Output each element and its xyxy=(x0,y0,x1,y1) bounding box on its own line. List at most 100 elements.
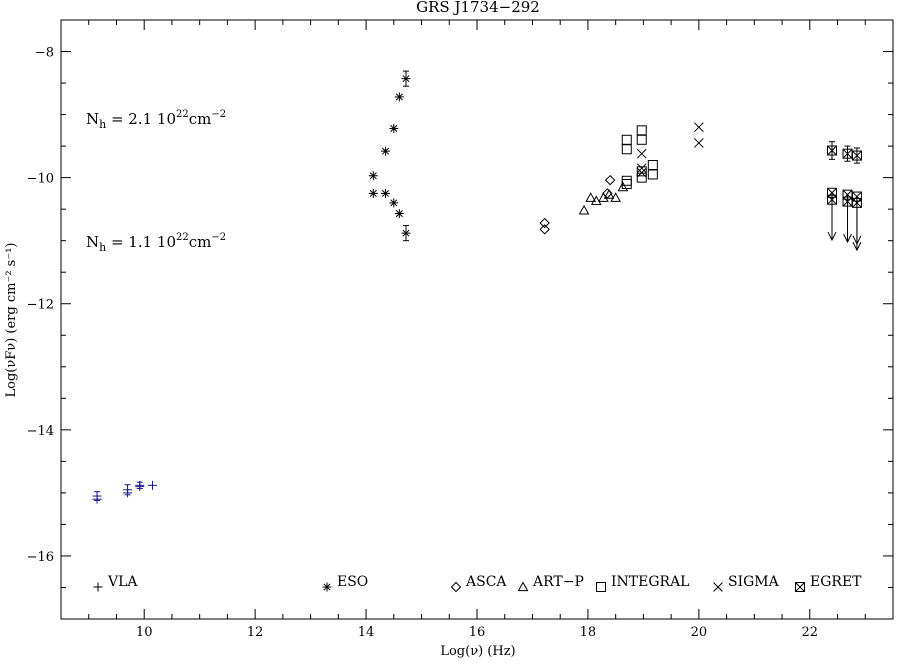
annotation-symbol: N xyxy=(86,110,99,128)
legend-label: ART−P xyxy=(532,574,584,590)
series-sigma xyxy=(636,122,704,178)
y-tick-label: −16 xyxy=(27,550,54,565)
data-point xyxy=(389,123,399,133)
data-point xyxy=(603,189,615,199)
data-point xyxy=(380,188,390,198)
y-tick-label: −10 xyxy=(27,172,54,187)
marker-cross xyxy=(713,582,723,592)
data-point xyxy=(621,178,632,189)
x-tick-label: 12 xyxy=(247,625,264,640)
series-integral xyxy=(621,125,658,189)
data-point xyxy=(647,169,658,180)
x-tick-label: 22 xyxy=(802,625,819,640)
legend-item: ESO xyxy=(322,574,368,592)
data-point xyxy=(636,134,647,145)
data-point xyxy=(394,92,404,102)
x-tick-label: 10 xyxy=(136,625,153,640)
x-axis-label: Log(ν) (Hz) xyxy=(440,644,515,659)
data-point xyxy=(368,171,378,181)
upper-limit-arrowhead xyxy=(827,231,837,242)
annotations: Nh = 2.1 1022cm−2Nh = 1.1 1022cm−2 xyxy=(86,109,226,254)
data-point xyxy=(647,160,658,171)
legend-item: SIGMA xyxy=(713,574,780,592)
legend-label: EGRET xyxy=(810,574,862,590)
data-point xyxy=(636,172,647,183)
legend: VLA ESO ASCA ART−P INTEGRAL SIGMA EGRET xyxy=(93,574,862,593)
legend-item: VLA xyxy=(93,574,138,592)
x-tick-label: 14 xyxy=(358,625,375,640)
series-vla xyxy=(92,480,158,504)
x-tick-label: 20 xyxy=(691,625,708,640)
data-point xyxy=(636,167,647,178)
marker-asterisk xyxy=(322,582,332,592)
annotation-exponent: 22 xyxy=(176,109,189,120)
data-point xyxy=(621,144,632,155)
marker-boxcross xyxy=(795,582,805,592)
data-point xyxy=(123,488,133,498)
legend-label: SIGMA xyxy=(728,574,780,590)
marker-plus xyxy=(93,582,103,592)
data-point xyxy=(368,188,378,198)
annotation-nh: Nh = 2.1 1022cm−2 xyxy=(86,109,226,131)
marker-diamond xyxy=(450,581,462,593)
data-points xyxy=(92,70,862,504)
annotation-nh: Nh = 1.1 1022cm−2 xyxy=(86,232,226,254)
upper-limit-arrowhead xyxy=(843,233,852,244)
marker-square xyxy=(596,582,606,592)
series-egret xyxy=(826,141,862,252)
series-eso xyxy=(368,70,411,242)
axis-tick-labels: 10 12 14 16 18 20 22 −16 −14 −12 −10 −8 xyxy=(27,46,819,640)
series-asca xyxy=(539,174,616,235)
data-point xyxy=(694,122,704,133)
series-art-p xyxy=(578,181,629,215)
annotation-subscript: h xyxy=(99,241,106,254)
y-axis-label: Log(νFν) (erg cm⁻² s⁻¹) xyxy=(4,243,19,398)
data-point xyxy=(590,195,602,206)
annotation-unit: cm xyxy=(189,110,212,128)
legend-label: ASCA xyxy=(465,574,507,590)
axis-ticks xyxy=(60,19,894,620)
y-tick-label: −8 xyxy=(35,46,54,61)
data-point xyxy=(539,224,550,235)
legend-label: INTEGRAL xyxy=(611,574,689,590)
annotation-exponent: 22 xyxy=(176,232,189,243)
data-point xyxy=(636,163,647,174)
annotation-unit: cm xyxy=(189,233,212,251)
data-point xyxy=(380,146,390,156)
data-point xyxy=(604,174,616,186)
annotation-value: = 2.1 10 xyxy=(106,110,176,128)
data-point xyxy=(621,134,632,145)
data-point xyxy=(826,194,837,205)
legend-label: ESO xyxy=(337,574,368,590)
data-point xyxy=(92,494,102,504)
annotation-symbol: N xyxy=(86,233,99,251)
marker-triangle xyxy=(517,581,529,592)
y-tick-label: −12 xyxy=(27,298,54,313)
annotation-unit-exponent: −2 xyxy=(211,109,226,120)
data-point xyxy=(148,480,158,490)
data-point xyxy=(636,148,647,159)
x-tick-label: 16 xyxy=(469,625,486,640)
x-tick-label: 18 xyxy=(580,625,597,640)
data-point xyxy=(539,217,550,229)
data-point xyxy=(617,181,629,192)
legend-label: VLA xyxy=(107,574,138,590)
data-point xyxy=(585,192,597,202)
data-point xyxy=(394,209,404,219)
chart-title: GRS J1734−292 xyxy=(416,0,540,16)
annotation-subscript: h xyxy=(99,118,106,131)
data-point xyxy=(694,138,704,148)
legend-item: ASCA xyxy=(450,574,507,593)
data-point xyxy=(135,482,145,492)
data-point xyxy=(636,166,647,177)
data-point xyxy=(389,198,399,208)
upper-limit-arrowhead xyxy=(852,241,862,252)
annotation-value: = 1.1 10 xyxy=(106,233,176,251)
data-point xyxy=(610,192,622,202)
data-point xyxy=(598,192,609,202)
legend-item: INTEGRAL xyxy=(596,574,689,592)
legend-item: EGRET xyxy=(795,574,862,592)
annotation-unit-exponent: −2 xyxy=(211,232,226,243)
